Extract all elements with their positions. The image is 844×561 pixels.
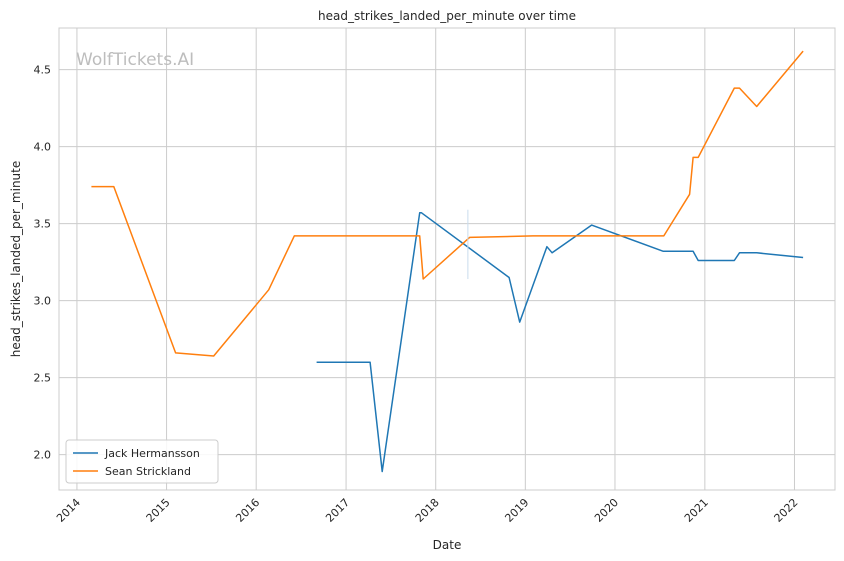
grid xyxy=(59,28,835,490)
y-tick-label: 2.0 xyxy=(34,449,52,462)
y-tick-label: 4.5 xyxy=(34,64,52,77)
y-tick-label: 2.5 xyxy=(34,372,52,385)
series-line-sean-strickland xyxy=(91,50,804,357)
legend: Jack Hermansson Sean Strickland xyxy=(65,439,219,484)
series-line-jack-hermansson xyxy=(316,212,804,473)
series-lines xyxy=(91,50,804,473)
legend-box xyxy=(65,439,219,484)
x-axis-label: Date xyxy=(433,538,462,552)
chart-title: head_strikes_landed_per_minute over time xyxy=(318,9,576,23)
legend-label-jack-hermansson: Jack Hermansson xyxy=(104,447,200,460)
y-tick-label: 3.0 xyxy=(34,295,52,308)
y-axis-label: head_strikes_landed_per_minute xyxy=(9,161,23,358)
y-tick-label: 3.5 xyxy=(34,218,52,231)
plot-frame xyxy=(58,27,836,491)
legend-label-sean-strickland: Sean Strickland xyxy=(105,465,191,478)
y-tick-label: 4.0 xyxy=(34,141,52,154)
watermark-text: WolfTickets.AI xyxy=(76,50,194,70)
